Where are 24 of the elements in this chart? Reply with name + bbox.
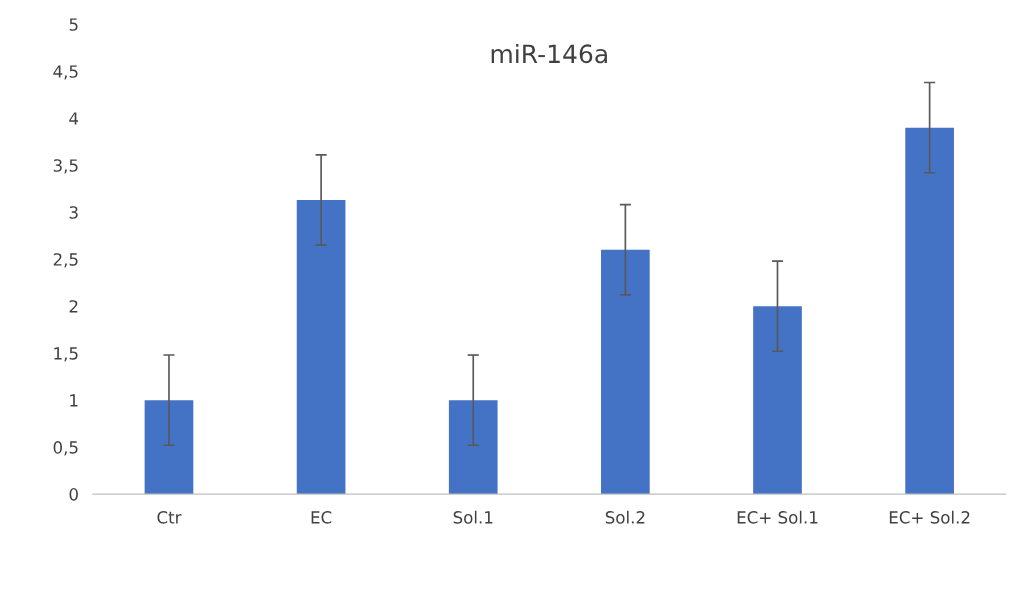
bar — [905, 127, 954, 495]
x-tick-label: EC — [311, 511, 332, 524]
y-tick-label: 4,5 — [53, 65, 78, 80]
text: miR-146a — [491, 43, 607, 64]
y-tick-label: 3 — [69, 206, 78, 219]
y-tick-label: 4 — [69, 112, 79, 125]
bar — [296, 199, 346, 495]
y-tick-label: 2,5 — [53, 253, 78, 268]
y-tick-label: 2 — [69, 300, 78, 313]
x-tick-label: EC+ Sol.2 — [889, 510, 970, 524]
bar — [144, 400, 194, 495]
x-tick-label: Sol.2 — [605, 510, 645, 524]
y-tick-label: 0 — [69, 488, 78, 501]
y-tick-label: 1 — [70, 394, 78, 407]
bar — [753, 306, 802, 495]
bar — [448, 400, 498, 495]
x-tick-label: Sol.1 — [453, 510, 493, 524]
y-tick-label: 5 — [69, 18, 78, 31]
y-tick-label: 1,5 — [54, 347, 78, 362]
y-tick-label: 3,5 — [53, 159, 78, 174]
x-tick-label: EC+ Sol.1 — [737, 510, 818, 524]
x-tick-label: Ctr — [157, 511, 182, 524]
bar — [601, 249, 650, 495]
y-tick-label: 0,5 — [53, 441, 78, 456]
